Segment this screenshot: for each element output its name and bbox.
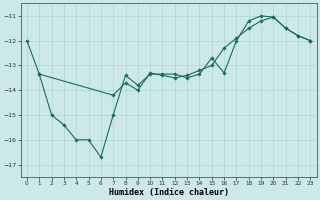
X-axis label: Humidex (Indice chaleur): Humidex (Indice chaleur) — [109, 188, 229, 197]
